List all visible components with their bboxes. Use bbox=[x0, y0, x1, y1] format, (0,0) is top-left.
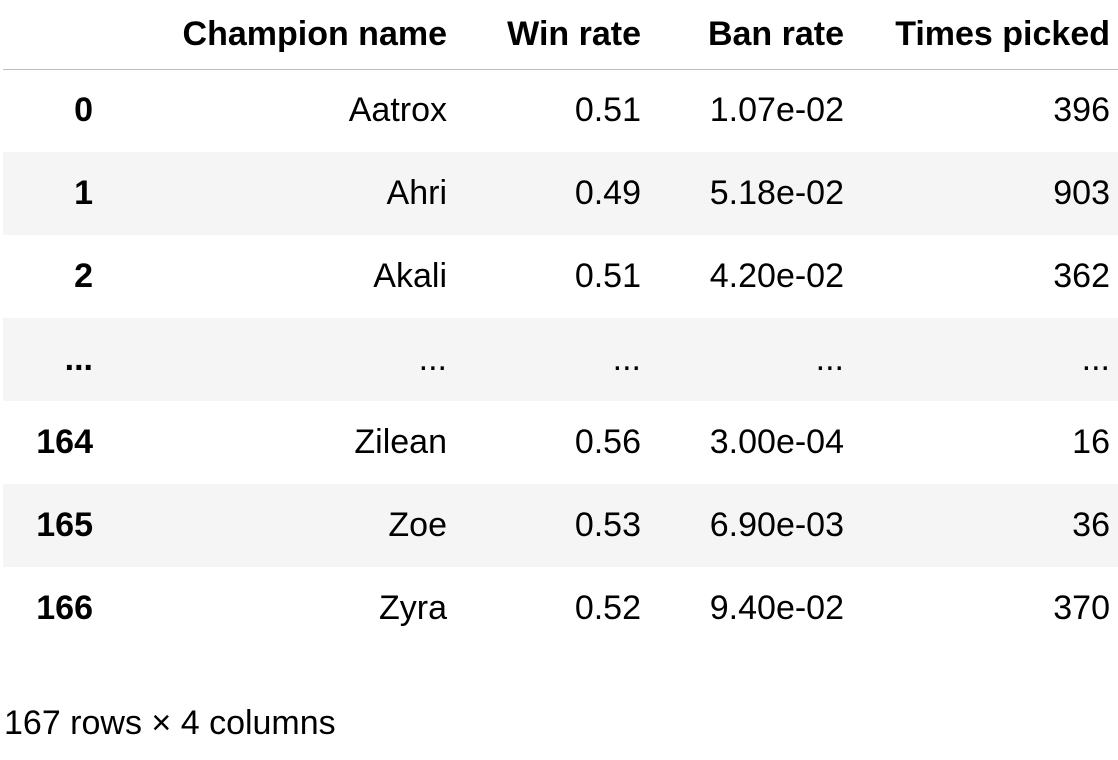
header-row: Champion name Win rate Ban rate Times pi… bbox=[3, 0, 1118, 70]
cell-win-rate: 0.53 bbox=[574, 506, 641, 544]
table-row-ellipsis: ... ... ... ... ... bbox=[3, 318, 1118, 401]
header-times-picked: Times picked bbox=[852, 0, 1118, 70]
dataframe-container: Champion name Win rate Ban rate Times pi… bbox=[3, 0, 1118, 650]
cell-times-picked: ... bbox=[1081, 340, 1110, 378]
cell-win-rate: ... bbox=[612, 340, 641, 378]
header-ban-rate: Ban rate bbox=[649, 0, 852, 70]
cell-champion-name: ... bbox=[418, 340, 447, 378]
row-index: ... bbox=[64, 340, 93, 378]
cell-champion-name: Aatrox bbox=[348, 91, 447, 130]
cell-win-rate: 0.52 bbox=[574, 589, 641, 627]
cell-times-picked: 370 bbox=[1053, 589, 1110, 627]
cell-ban-rate: 9.40e-02 bbox=[709, 589, 844, 627]
cell-win-rate: 0.51 bbox=[574, 91, 641, 130]
row-index: 166 bbox=[36, 589, 93, 627]
table-row: 0 Aatrox 0.51 1.07e-02 396 bbox=[3, 69, 1118, 152]
cell-times-picked: 362 bbox=[1053, 257, 1110, 295]
cell-champion-name: Ahri bbox=[386, 174, 447, 212]
row-index: 165 bbox=[36, 506, 93, 544]
cell-champion-name: Akali bbox=[373, 257, 447, 295]
cell-champion-name: Zilean bbox=[354, 423, 447, 461]
header-win-rate: Win rate bbox=[455, 0, 649, 70]
header-index bbox=[3, 0, 113, 70]
cell-ban-rate: 6.90e-03 bbox=[709, 506, 844, 544]
cell-champion-name: Zoe bbox=[388, 506, 447, 544]
row-index: 0 bbox=[74, 91, 93, 130]
cell-ban-rate: 1.07e-02 bbox=[709, 91, 844, 130]
cell-win-rate: 0.51 bbox=[574, 257, 641, 295]
table-shape-caption: 167 rows × 4 columns bbox=[4, 704, 336, 742]
cell-champion-name: Zyra bbox=[379, 589, 447, 627]
cell-times-picked: 36 bbox=[1072, 506, 1110, 544]
table-row: 1 Ahri 0.49 5.18e-02 903 bbox=[3, 152, 1118, 235]
header-champion-name: Champion name bbox=[113, 0, 455, 70]
table-header: Champion name Win rate Ban rate Times pi… bbox=[3, 0, 1118, 70]
cell-ban-rate: 5.18e-02 bbox=[709, 174, 844, 212]
cell-times-picked: 396 bbox=[1053, 91, 1110, 130]
table-row: 164 Zilean 0.56 3.00e-04 16 bbox=[3, 401, 1118, 484]
cell-win-rate: 0.56 bbox=[574, 423, 641, 461]
table-body: 0 Aatrox 0.51 1.07e-02 396 1 Ahri 0.49 5… bbox=[3, 69, 1118, 650]
row-index: 1 bbox=[74, 174, 93, 212]
cell-times-picked: 16 bbox=[1072, 423, 1110, 461]
cell-win-rate: 0.49 bbox=[574, 174, 641, 212]
cell-times-picked: 903 bbox=[1053, 174, 1110, 212]
row-index: 2 bbox=[74, 257, 93, 295]
cell-ban-rate: ... bbox=[815, 340, 844, 378]
table-row: 2 Akali 0.51 4.20e-02 362 bbox=[3, 235, 1118, 318]
cell-ban-rate: 3.00e-04 bbox=[709, 423, 844, 461]
table-row: 166 Zyra 0.52 9.40e-02 370 bbox=[3, 567, 1118, 650]
table-row: 165 Zoe 0.53 6.90e-03 36 bbox=[3, 484, 1118, 567]
row-index: 164 bbox=[36, 423, 93, 461]
dataframe-table: Champion name Win rate Ban rate Times pi… bbox=[3, 0, 1118, 650]
cell-ban-rate: 4.20e-02 bbox=[709, 257, 844, 295]
